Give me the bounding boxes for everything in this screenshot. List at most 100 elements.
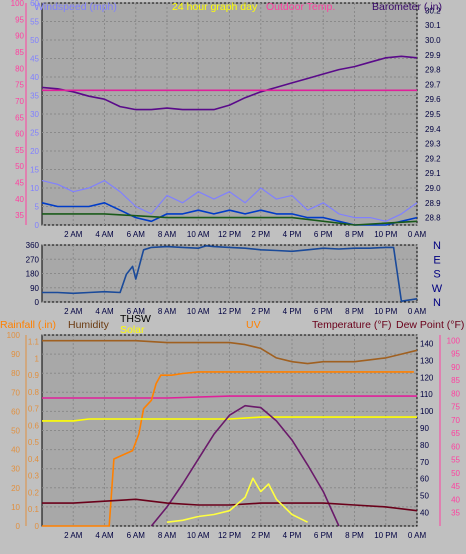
y-tick-barometer-14: 30.2 — [425, 6, 441, 15]
y-tick-temperature-0: 40 — [420, 508, 429, 517]
x-tick-label-1-2: 6 AM — [127, 307, 146, 316]
y-tick-dewpoint-13: 100 — [447, 336, 461, 345]
x-tick-label-1-1: 4 AM — [95, 307, 114, 316]
y-tick-humidity-2: 20 — [11, 484, 20, 493]
y-tick-dewpoint-1: 40 — [451, 495, 460, 504]
legend-temperature: Temperature (°F) — [312, 319, 391, 331]
y-tick-compass-4: N — [433, 240, 441, 252]
y-tick-barometer-11: 29.9 — [425, 51, 441, 60]
x-tick-label-1-9: 8 PM — [345, 307, 364, 316]
y-tick-rainfall-4: 0.4 — [28, 455, 40, 464]
y-tick-temperature-5: 90 — [420, 424, 429, 433]
y-tick-windspeed-7: 35 — [30, 92, 39, 101]
y-tick-barometer-4: 29.2 — [425, 154, 441, 163]
axis-labels: 2 AM 4 AM 6 AM 8 AM 10 AM 12 PM 2 PM 4 PM 6 PM 8 … — [7, 0, 461, 540]
y-tick-dewpoint-7: 70 — [451, 416, 460, 425]
y-tick-temp-13: 100 — [11, 0, 25, 8]
y-tick-dewpoint-2: 45 — [451, 482, 460, 491]
x-tick-label-1-0: 2 AM — [64, 307, 83, 316]
series-1-0 — [42, 245, 418, 303]
legend-uv: UV — [246, 319, 261, 331]
y-tick-temp-9: 80 — [15, 64, 24, 73]
x-tick-label-1-6: 2 PM — [251, 307, 270, 316]
y-tick-dewpoint-12: 95 — [451, 350, 460, 359]
y-tick-windspeed-3: 15 — [30, 166, 39, 175]
y-tick-rainfall-0: 0 — [35, 522, 40, 531]
y-tick-windspeed-10: 50 — [30, 36, 39, 45]
y-tick-humidity-7: 70 — [11, 388, 20, 397]
y-tick-dewpoint-9: 80 — [451, 389, 460, 398]
series-2-4 — [150, 404, 340, 527]
x-tick-label-0-5: 12 PM — [218, 230, 241, 239]
x-tick-label-0-2: 6 AM — [127, 230, 146, 239]
x-tick-label-1-10: 10 PM — [374, 307, 397, 316]
legend-windspeed: Windspeed (mph) — [34, 1, 117, 13]
x-tick-label-1-8: 6 PM — [314, 307, 333, 316]
y-tick-temperature-1: 50 — [420, 492, 429, 501]
legend-thsw: THSW — [120, 313, 151, 325]
y-tick-temperature-6: 100 — [420, 407, 434, 416]
series-lines — [41, 55, 418, 527]
y-tick-temp-5: 60 — [15, 130, 24, 139]
y-tick-temperature-4: 80 — [420, 441, 429, 450]
y-tick-windspeed-6: 30 — [30, 110, 39, 119]
y-tick-humidity-8: 80 — [11, 369, 20, 378]
x-tick-label-2-4: 10 AM — [187, 531, 210, 540]
y-tick-rainfall-6: 0.6 — [28, 421, 40, 430]
x-tick-label-2-8: 6 PM — [314, 531, 333, 540]
y-tick-rainfall-1: 0.1 — [28, 505, 40, 514]
y-tick-windspeed-9: 45 — [30, 55, 39, 64]
y-tick-windspeed-1: 5 — [35, 203, 40, 212]
series-2-1 — [42, 395, 417, 399]
y-tick-windspeed-5: 25 — [30, 129, 39, 138]
y-tick-humidity-10: 100 — [7, 331, 21, 340]
y-tick-humidity-5: 50 — [11, 427, 20, 436]
y-tick-windspeed-12: 60 — [30, 0, 39, 8]
x-tick-label-2-6: 2 PM — [251, 531, 270, 540]
y-tick-humidity-1: 10 — [11, 503, 20, 512]
y-tick-temperature-7: 110 — [420, 390, 433, 399]
series-2-5 — [42, 498, 418, 512]
y-tick-rainfall-2: 0.2 — [28, 488, 40, 497]
y-tick-barometer-3: 29.1 — [425, 169, 441, 178]
x-tick-label-1-5: 12 PM — [218, 307, 241, 316]
x-tick-label-1-3: 8 AM — [158, 307, 177, 316]
y-tick-humidity-3: 30 — [11, 465, 20, 474]
y-tick-barometer-2: 29.0 — [425, 184, 441, 193]
y-tick-compass-0: N — [433, 297, 441, 309]
series-2-6 — [166, 477, 308, 523]
y-tick-dewpoint-0: 35 — [451, 509, 460, 518]
series-2-3 — [42, 416, 417, 422]
x-tick-label-0-11: 0 AM — [408, 230, 427, 239]
y-tick-temp-0: 35 — [15, 211, 24, 220]
y-tick-compass-2: S — [433, 269, 440, 281]
x-tick-label-0-9: 8 PM — [345, 230, 364, 239]
y-tick-temp-7: 70 — [15, 97, 24, 106]
y-tick-dewpoint-11: 90 — [451, 363, 460, 372]
y-tick-direction-0: 0 — [35, 298, 40, 307]
y-tick-dewpoint-3: 50 — [451, 469, 460, 478]
y-tick-temperature-9: 130 — [420, 356, 434, 365]
legend-dewpoint: Dew Point (°F) — [396, 319, 464, 331]
y-tick-compass-1: W — [432, 283, 443, 295]
legend-humidity: Humidity — [68, 319, 110, 331]
legend-barometer: Barometer (.in) — [372, 1, 442, 13]
y-tick-rainfall-3: 0.3 — [28, 472, 40, 481]
series-2-0 — [42, 339, 418, 365]
x-tick-label-0-8: 6 PM — [314, 230, 333, 239]
y-tick-dewpoint-5: 60 — [451, 442, 460, 451]
x-tick-label-2-3: 8 AM — [158, 531, 177, 540]
y-tick-barometer-0: 28.8 — [425, 214, 441, 223]
x-tick-label-2-1: 4 AM — [95, 531, 114, 540]
y-tick-barometer-13: 30.1 — [425, 21, 441, 30]
series-0-4 — [42, 213, 418, 226]
y-tick-barometer-1: 28.9 — [425, 199, 441, 208]
y-tick-temp-11: 90 — [15, 32, 24, 41]
x-tick-label-0-3: 8 AM — [158, 230, 177, 239]
x-tick-label-0-6: 2 PM — [251, 230, 270, 239]
y-tick-barometer-7: 29.5 — [425, 110, 441, 119]
x-tick-label-0-10: 10 PM — [374, 230, 397, 239]
y-tick-barometer-8: 29.6 — [425, 95, 441, 104]
x-tick-label-0-4: 10 AM — [187, 230, 210, 239]
x-tick-label-2-10: 10 PM — [374, 531, 397, 540]
